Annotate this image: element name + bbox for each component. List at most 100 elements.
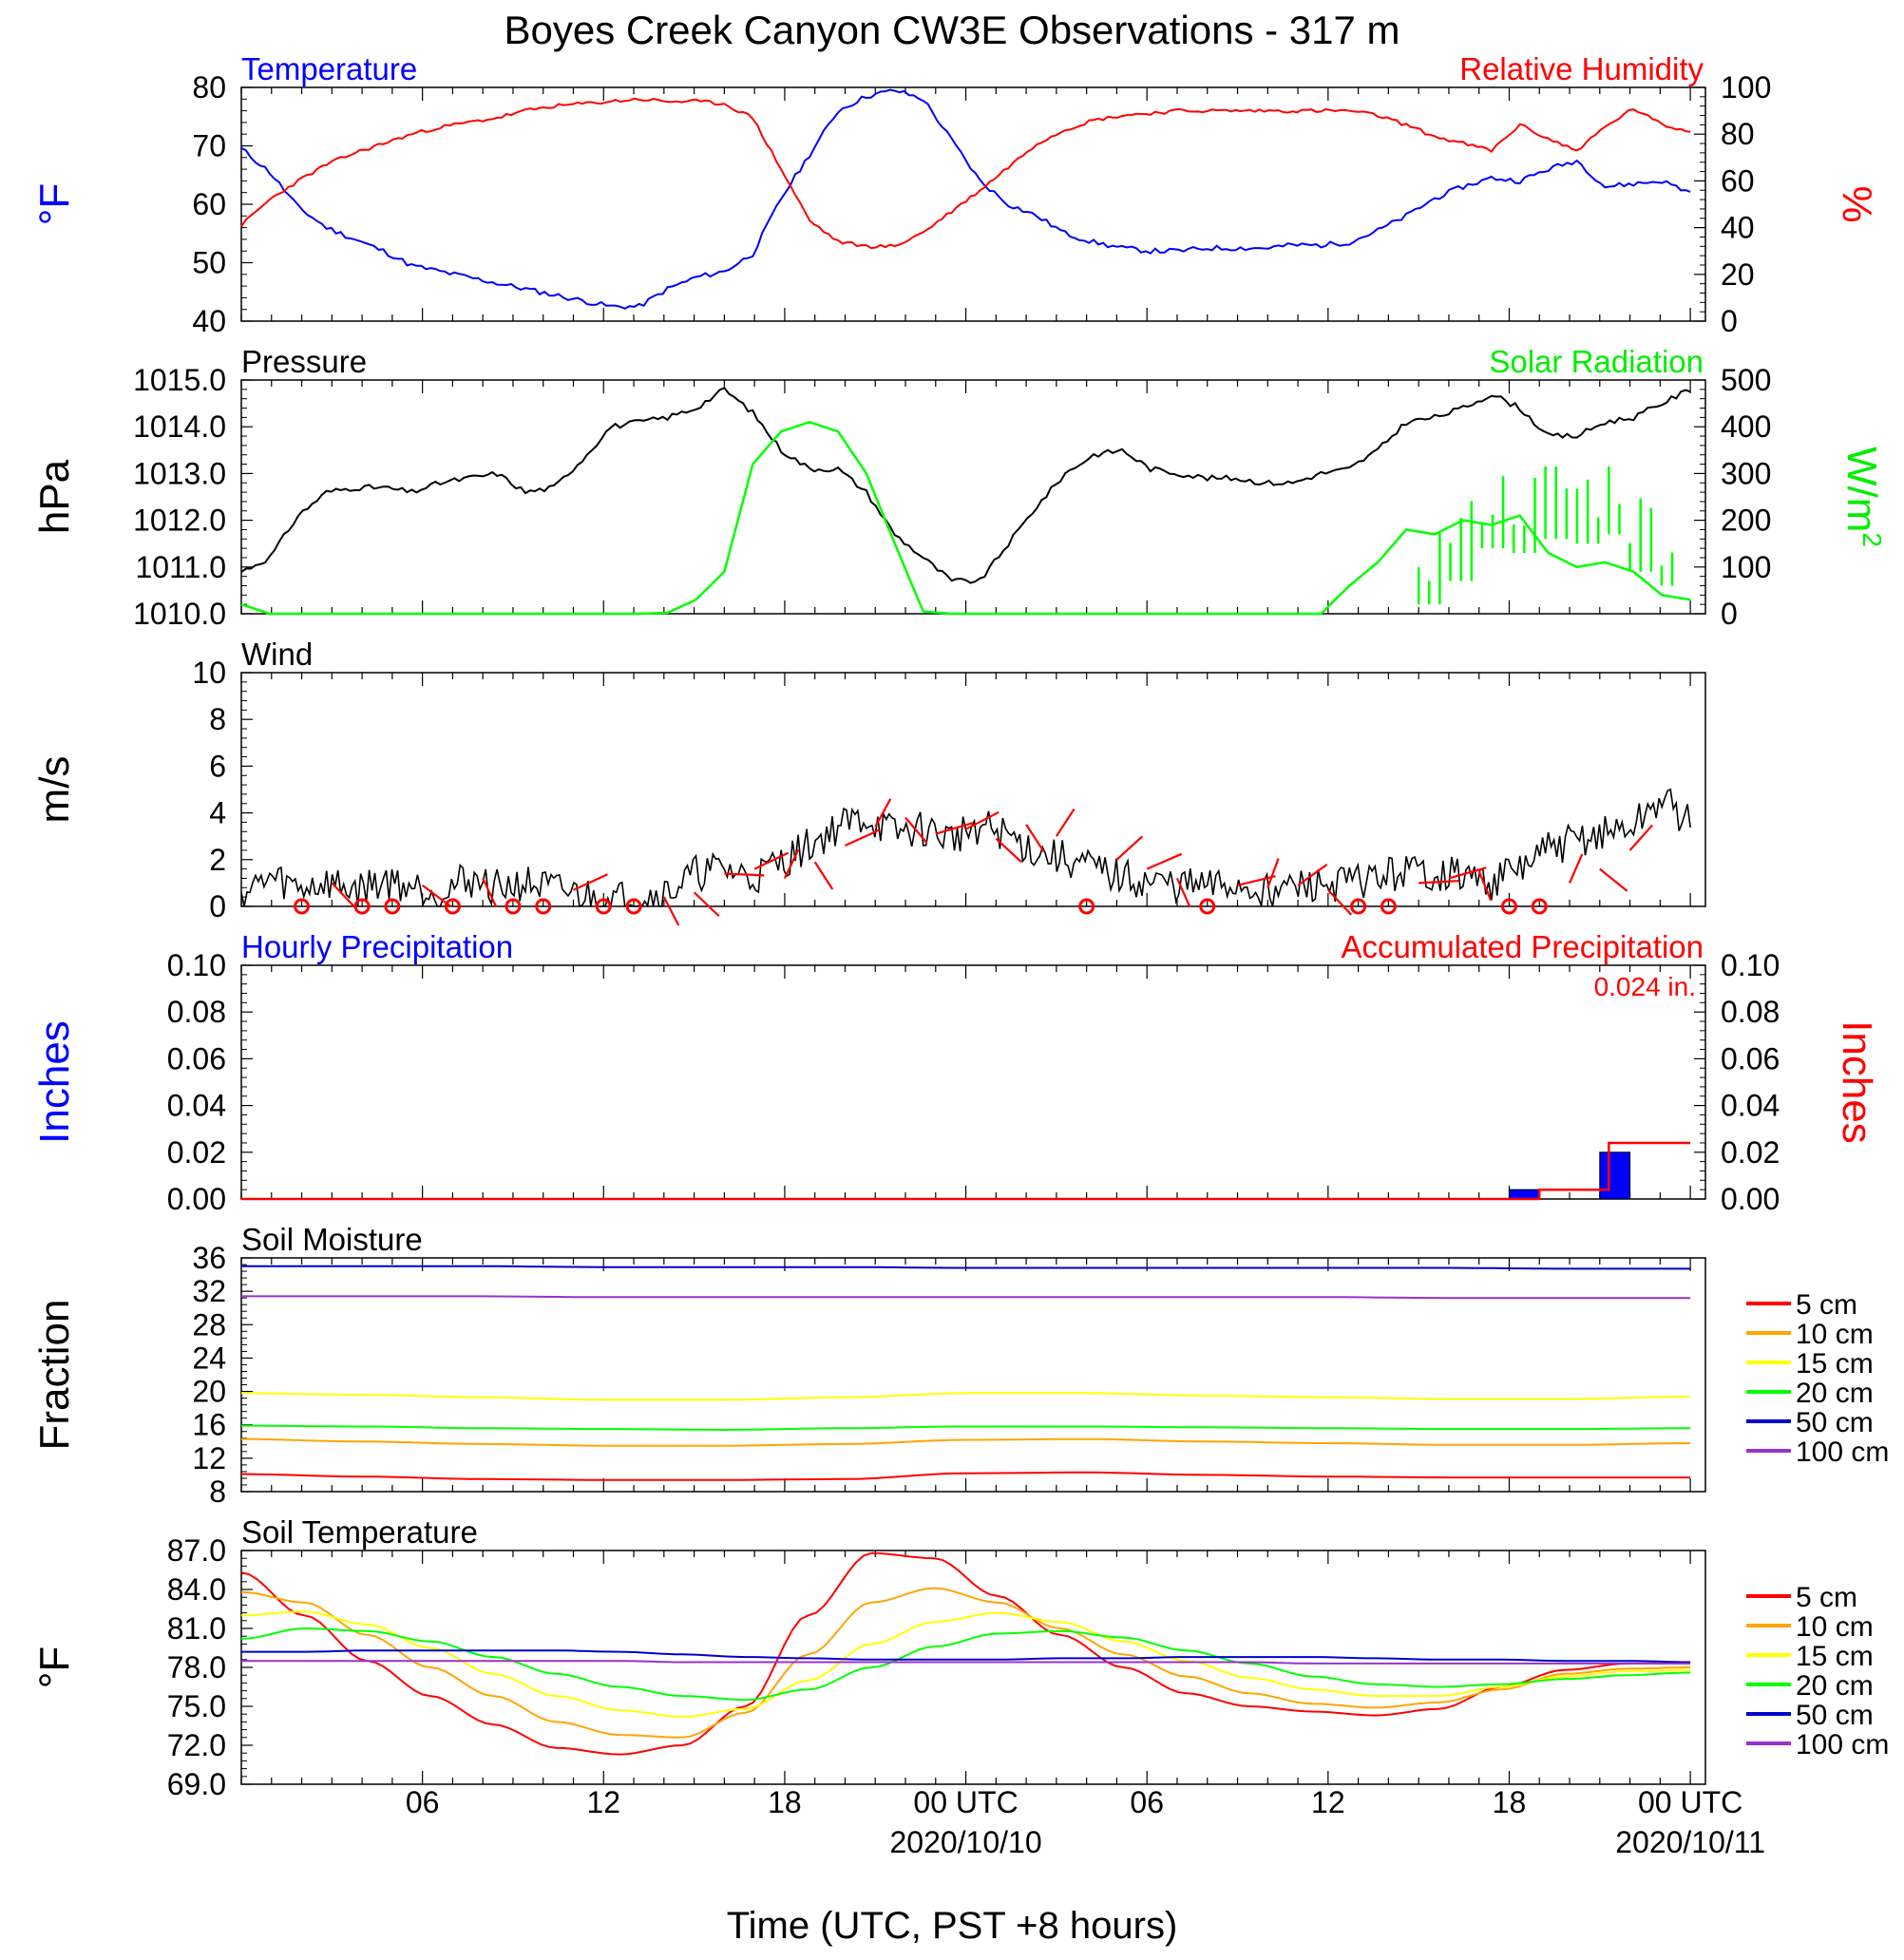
y-tick-label-left: 1012.0 (133, 504, 226, 538)
wind-barb (1628, 824, 1653, 851)
y-tick-label-left: 50 (192, 246, 226, 280)
series-relative-humidity (240, 97, 1691, 250)
wind-barb (1477, 870, 1493, 902)
date-label: 2020/10/11 (1615, 1825, 1765, 1859)
legend-label: 100 cm (1796, 1729, 1889, 1760)
y-axis-title-right: % (1834, 185, 1880, 222)
y-tick-label-left: 1014.0 (133, 409, 226, 444)
wind-barb (1266, 858, 1280, 888)
y-tick-label-left: 1015.0 (133, 363, 226, 397)
wind-barb (965, 810, 1000, 830)
y-tick-label-right: 0 (1721, 597, 1738, 631)
y-tick-label-right: 400 (1721, 409, 1771, 444)
legend-label: 20 cm (1796, 1670, 1874, 1702)
panel-title-left: Wind (241, 637, 313, 672)
wind-barb (1146, 852, 1183, 870)
y-tick-label-left: 28 (192, 1307, 226, 1342)
calm-wind-marker (535, 898, 552, 915)
wind-barb (1569, 853, 1584, 884)
y-tick-label-right: 0.04 (1721, 1089, 1780, 1123)
calm-wind-marker (595, 898, 612, 915)
series-soil-moisture (241, 1295, 1691, 1300)
y-tick-label-right: 100 (1721, 550, 1771, 584)
panel-title-left: Soil Moisture (241, 1222, 423, 1257)
accumulated-total-label: 0.024 in. (1594, 972, 1696, 1001)
y-tick-label-right: 0.08 (1721, 995, 1780, 1029)
time-tick-label: 12 (1311, 1785, 1345, 1819)
calm-wind-marker (1380, 898, 1397, 915)
series-soil-moisture (241, 1265, 1691, 1270)
legend-label: 15 cm (1796, 1348, 1874, 1380)
series-soil-temperature (240, 1627, 1691, 1702)
calm-wind-marker (625, 898, 642, 915)
y-tick-label-right: 300 (1721, 456, 1771, 490)
wind-barb (1025, 824, 1045, 853)
y-tick-label-left: 69.0 (167, 1767, 226, 1801)
series-soil-temperature (241, 1649, 1691, 1664)
y-tick-label-right: 80 (1721, 117, 1755, 151)
calm-wind-marker (444, 898, 461, 915)
y-tick-label-right: 60 (1721, 163, 1755, 198)
y-tick-label-left: 0.06 (167, 1041, 226, 1075)
wind-barb (904, 816, 928, 845)
series-soil-moisture (240, 1471, 1691, 1481)
y-tick-label-left: 24 (192, 1341, 226, 1375)
y-tick-label-left: 0 (209, 889, 226, 923)
y-tick-label-left: 0.10 (167, 948, 226, 982)
series-wind (240, 788, 1691, 910)
y-axis-title-left: °F (31, 183, 78, 225)
y-tick-label-left: 75.0 (167, 1689, 226, 1723)
page-title: Boyes Creek Canyon CW3E Observations - 3… (504, 8, 1399, 52)
y-axis-title-left: Fraction (31, 1300, 78, 1451)
y-tick-label-right: 100 (1721, 70, 1771, 105)
wind-barb (1175, 878, 1191, 908)
panel-temp_rh: 40 50 60 70 80 0 20 40 60 80 100 Temperature Relativ… (31, 51, 1880, 338)
panel-title-right: Relative Humidity (1459, 51, 1704, 86)
calm-wind-marker (1531, 898, 1548, 915)
y-tick-label-right: 20 (1721, 257, 1755, 292)
panel-title-right: Solar Radiation (1489, 344, 1704, 379)
y-axis-title-left: Inches (31, 1020, 78, 1144)
y-tick-label-left: 8 (209, 1475, 226, 1509)
legend-label: 20 cm (1796, 1378, 1874, 1409)
panel-title-left: Hourly Precipitation (241, 929, 513, 964)
legend-label: 5 cm (1796, 1582, 1857, 1613)
panel-precip: 0.00 0.02 0.04 0.06 0.08 0.10 0.00 0.02 0.04 0.06… (31, 929, 1880, 1216)
time-tick-label: 00 UTC (913, 1785, 1018, 1819)
calm-wind-marker (1078, 898, 1095, 915)
y-tick-label-left: 32 (192, 1274, 226, 1308)
panel-title-left: Pressure (241, 344, 367, 379)
y-tick-label-right: 200 (1721, 504, 1771, 538)
y-tick-label-left: 84.0 (167, 1572, 226, 1607)
wind-barb (693, 891, 720, 918)
time-tick-label: 18 (1493, 1785, 1527, 1819)
y-tick-label-right: 0.10 (1721, 948, 1780, 982)
hourly-precip-bar (1599, 1151, 1631, 1200)
time-tick-label: 06 (1130, 1785, 1164, 1819)
y-axis-title-right: W/m2 (1838, 447, 1887, 547)
legend-label: 10 cm (1796, 1611, 1874, 1643)
panel-soil_temp: 69.0 72.0 75.0 78.0 81.0 84.0 87.0 Soil Tempera… (31, 1514, 1889, 1801)
y-axis-title-left: m/s (31, 756, 78, 824)
calm-wind-marker (1500, 898, 1517, 915)
calm-wind-marker (353, 898, 371, 915)
calm-wind-marker (384, 898, 401, 915)
y-tick-label-left: 8 (209, 702, 226, 736)
wind-barb (995, 837, 1022, 864)
panel-title-left: Soil Temperature (241, 1514, 478, 1550)
y-axis-title-right: Inches (1834, 1020, 1880, 1144)
y-tick-label-left: 60 (192, 187, 226, 221)
series-accumulated-precipitation (241, 1141, 1691, 1201)
time-tick-label: 18 (768, 1785, 802, 1819)
panel-frame-1 (240, 379, 1706, 615)
panel-pres_solar: 1010.0 1011.0 1012.0 1013.0 1014.0 1015.0 0 100… (31, 344, 1887, 631)
wind-barb (874, 798, 892, 828)
wind-barb (1237, 875, 1276, 886)
series-temperature (240, 88, 1691, 310)
wind-barb (482, 878, 498, 908)
wind-barb (845, 828, 880, 847)
panel-frame-5 (240, 1550, 1706, 1785)
y-tick-label-left: 16 (192, 1408, 226, 1442)
y-tick-label-left: 0.04 (167, 1089, 226, 1123)
